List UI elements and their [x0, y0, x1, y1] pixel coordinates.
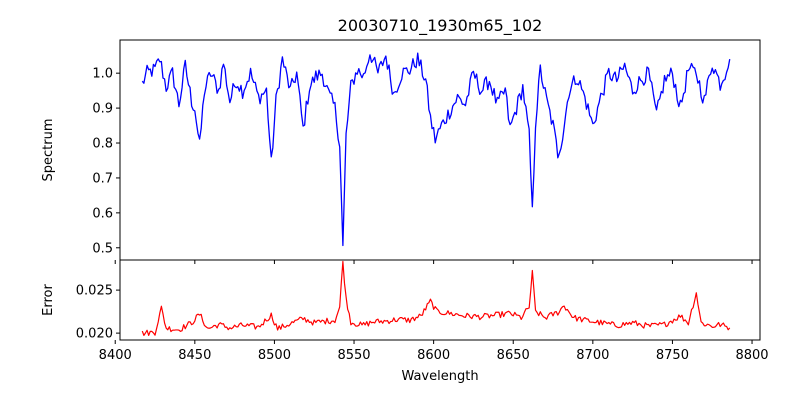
x-tick-label: 8700: [576, 348, 609, 363]
error-panel: 0.020 0.025 8400 8450 8500 8550 8600 8650 8700 8…: [41, 259, 769, 384]
spectrum-y-tick-label: 0.5: [92, 241, 113, 256]
spectrum-y-axis-label: Spectrum: [41, 119, 56, 182]
spectrum-y-tick-label: 0.8: [92, 137, 113, 152]
x-tick-label: 8550: [337, 348, 370, 363]
error-y-tick-label: 0.020: [76, 327, 113, 342]
x-tick-label: 8400: [99, 348, 132, 363]
x-axis-label: Wavelength: [401, 369, 478, 384]
spectrum-y-tick-label: 0.6: [92, 206, 113, 221]
error-series-line: [141, 260, 731, 336]
x-tick-label: 8800: [735, 348, 768, 363]
x-tick-label: 8450: [178, 348, 211, 363]
error-y-axis-label: Error: [41, 284, 56, 316]
spectrum-y-tick-label: 0.7: [92, 171, 113, 186]
chart-title: 20030710_1930m65_102: [338, 16, 543, 36]
x-tick-label: 8600: [417, 348, 450, 363]
spectrum-y-tick-label: 0.9: [92, 102, 113, 117]
x-tick-label: 8750: [656, 348, 689, 363]
spectrum-series-line: [141, 52, 731, 247]
spectrum-y-tick-label: 1.0: [92, 67, 113, 82]
error-plot-frame: [119, 259, 761, 341]
error-y-tick-label: 0.025: [76, 284, 113, 299]
x-tick-label: 8500: [258, 348, 291, 363]
x-tick-label: 8650: [497, 348, 530, 363]
